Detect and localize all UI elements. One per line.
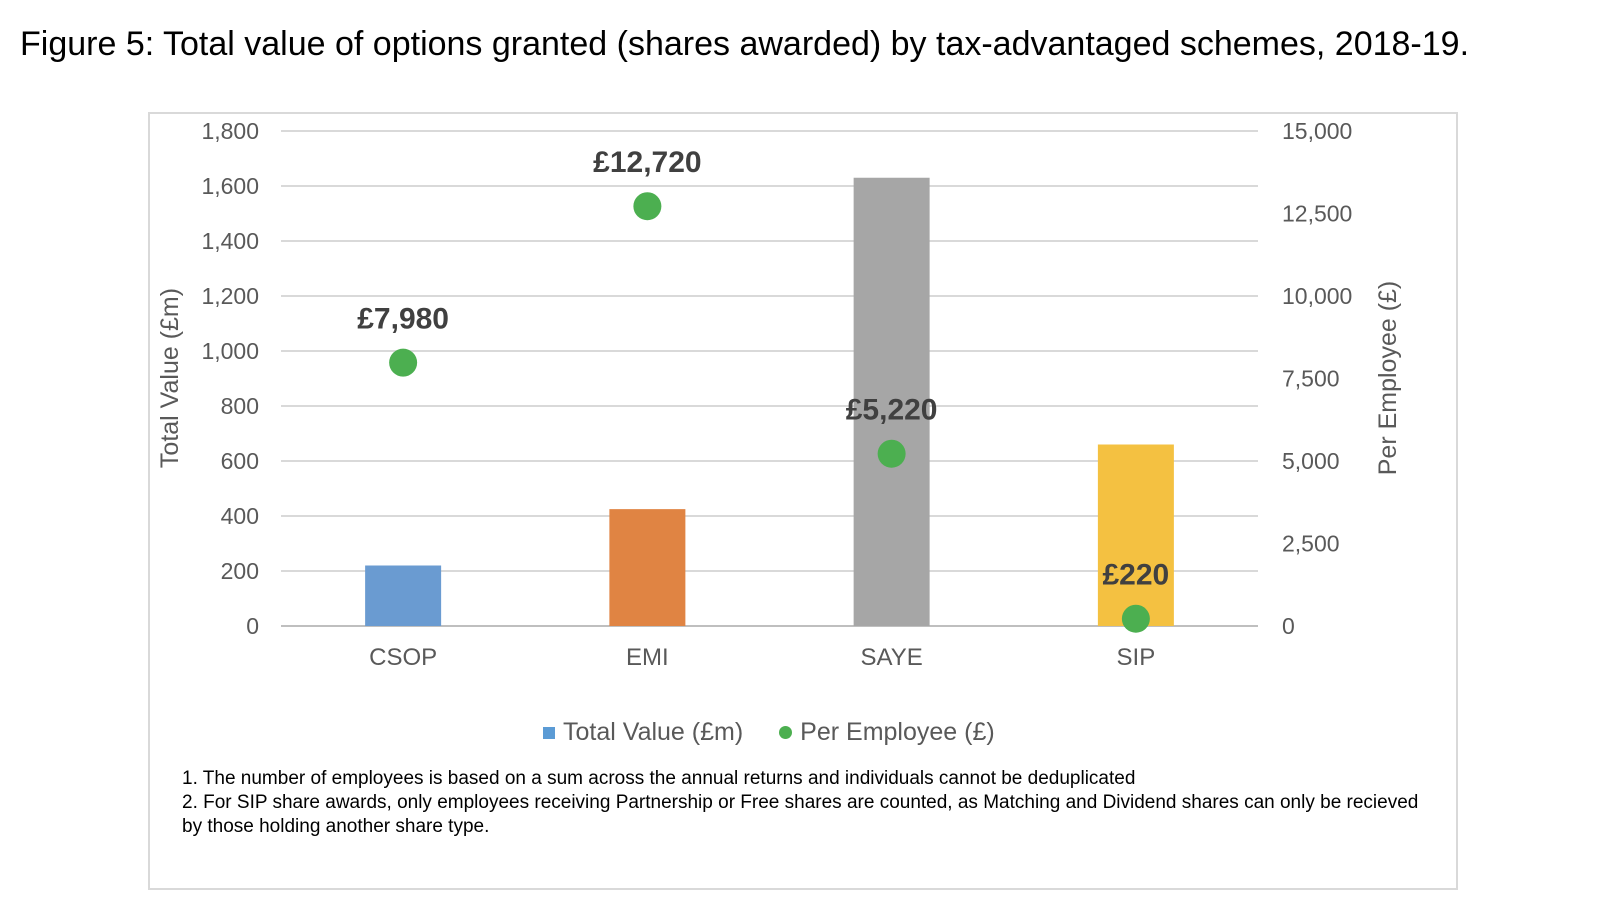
legend-bar-swatch: [543, 726, 555, 739]
bar-emi: [609, 509, 686, 626]
data-label-emi: £12,720: [593, 146, 701, 179]
point-csop: [389, 348, 418, 377]
x-tick-label: SIP: [1117, 644, 1156, 671]
y2-tick-label: 2,500: [1282, 531, 1340, 557]
y-tick-label: 600: [221, 448, 259, 474]
y-tick-label: 1,000: [201, 338, 259, 364]
y2-tick-label: 7,500: [1282, 366, 1340, 392]
footnote-2: 2. For SIP share awards, only employees …: [182, 792, 1419, 837]
y-axis-title: Total Value (£m): [156, 288, 184, 468]
bar-sip: [1097, 444, 1174, 626]
footnotes: 1. The number of employees is based on a…: [182, 767, 1422, 839]
data-label-csop: £7,980: [357, 303, 449, 336]
point-saye: [877, 439, 906, 468]
y2-tick-label: 10,000: [1282, 283, 1352, 309]
y2-tick-label: 0: [1282, 613, 1295, 639]
legend-label-total-value: Total Value (£m): [563, 718, 744, 746]
y2-tick-label: 5,000: [1282, 448, 1340, 474]
chart-legend: Total Value (£m) Per Employee (£): [543, 718, 1031, 747]
legend-dot-swatch: [779, 726, 793, 739]
chart-frame: [148, 112, 1458, 890]
x-tick-label: CSOP: [369, 644, 437, 671]
legend-label-per-employee: Per Employee (£): [800, 718, 995, 746]
y-tick-label: 800: [221, 393, 259, 419]
y-tick-label: 200: [221, 558, 259, 584]
y-tick-label: 400: [221, 503, 259, 529]
y-tick-label: 1,800: [201, 118, 259, 144]
bar-csop: [365, 565, 442, 626]
y2-tick-label: 12,500: [1282, 201, 1352, 227]
y-tick-label: 1,200: [201, 283, 259, 309]
data-label-saye: £5,220: [846, 394, 938, 427]
x-tick-label: EMI: [626, 644, 669, 671]
footnote-1: 1. The number of employees is based on a…: [182, 768, 1136, 789]
y2-axis-title: Per Employee (£): [1374, 281, 1402, 476]
legend-item-total-value: Total Value (£m): [543, 718, 743, 747]
y-tick-label: 1,400: [201, 228, 259, 254]
bar-saye: [853, 177, 930, 626]
legend-item-per-employee: Per Employee (£): [779, 718, 995, 747]
y-tick-label: 0: [246, 613, 259, 639]
y-tick-label: 1,600: [201, 173, 259, 199]
figure-title: Figure 5: Total value of options granted…: [20, 25, 1470, 63]
data-label-sip: £220: [1103, 559, 1170, 592]
point-emi: [633, 192, 662, 221]
point-sip: [1121, 604, 1150, 633]
x-tick-label: SAYE: [861, 644, 923, 671]
y2-tick-label: 15,000: [1282, 118, 1352, 144]
